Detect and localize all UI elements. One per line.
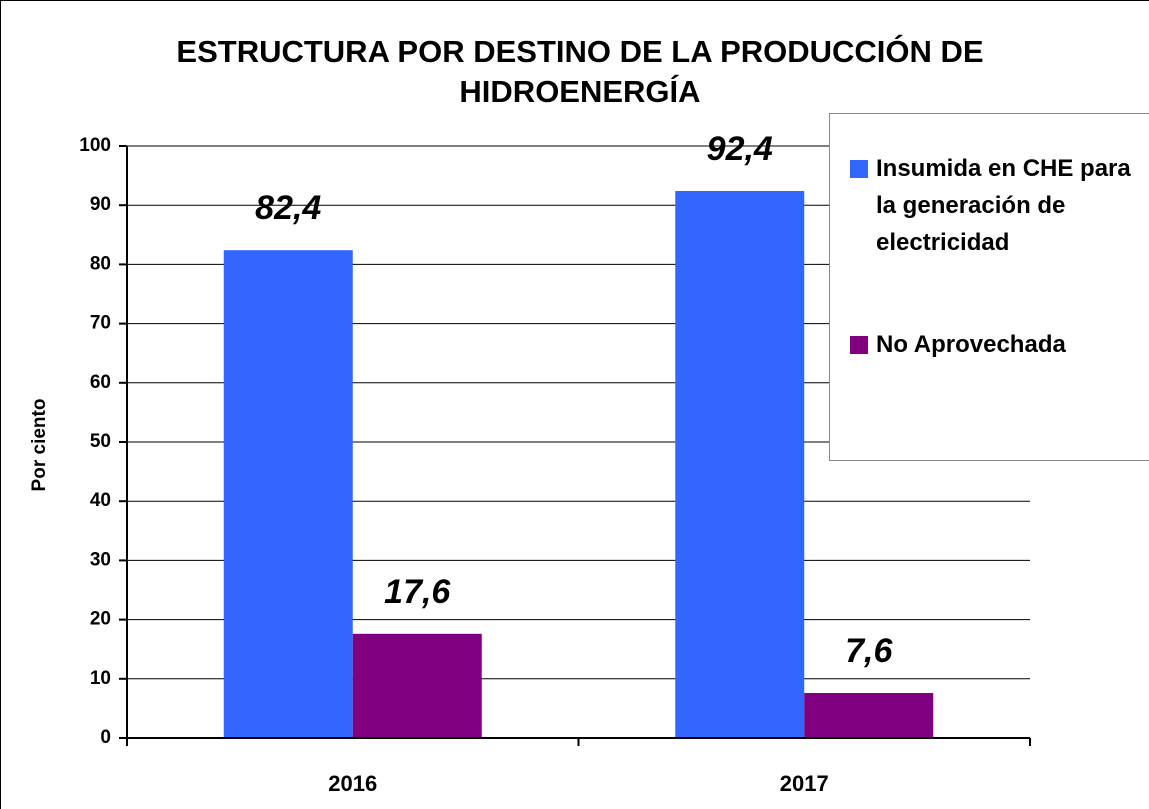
y-tick-label: 0 [100,727,111,748]
x-tick-label: 2017 [780,771,829,796]
value-label: 82,4 [255,189,321,227]
legend-label: No Aprovechada [876,331,1066,358]
legend-label: Insumida en CHE para la generación de el… [876,155,1131,256]
chart-title: ESTRUCTURA POR DESTINO DE LA PRODUCCIÓN … [176,34,984,109]
legend-item: Insumida en CHE para la generación de el… [850,150,1135,261]
bar [675,190,805,738]
bar [804,693,934,738]
legend: Insumida en CHE para la generación de el… [829,113,1149,461]
y-tick-label: 100 [79,135,111,156]
value-label: 7,6 [845,632,893,670]
bar [352,633,482,738]
bar [223,250,353,738]
x-tick-label: 2016 [328,771,377,796]
legend-item: No Aprovechada [850,326,1135,363]
legend-swatch [850,160,868,178]
value-label: 17,6 [384,573,451,611]
y-tick-label: 20 [90,609,111,630]
y-tick-label: 40 [90,490,111,511]
y-tick-label: 10 [90,668,111,689]
value-label: 92,4 [707,130,773,168]
y-tick-label: 70 [90,313,111,334]
y-tick-label: 80 [90,253,111,274]
y-tick-label: 60 [90,372,111,393]
y-tick-label: 90 [90,194,111,215]
y-tick-label: 50 [90,431,111,452]
legend-swatch [850,336,868,354]
y-tick-label: 30 [90,549,111,570]
y-axis-label: Por ciento [29,399,50,492]
